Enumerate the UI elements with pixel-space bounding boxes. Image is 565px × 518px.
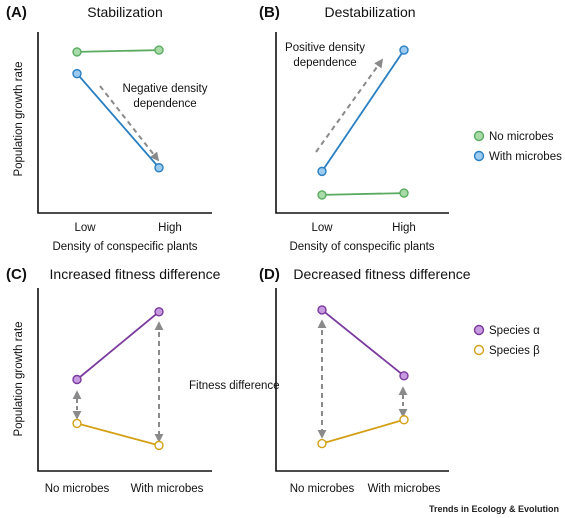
panel-a-xlabel: Density of conspecific plants [52,241,197,253]
panel-a-tick-low: Low [74,222,96,234]
panel-d: (D) Decreased fitness difference No micr… [259,266,471,495]
panel-a-series-line-no-microbes [76,49,160,53]
panel-a-ylabel: Population growth rate [13,61,25,176]
legend-species: Species α Species β [473,324,540,357]
panel-b-axes [275,32,449,214]
panel-c-marks [72,307,164,451]
panel-b-tick-low: Low [311,222,333,234]
panel-c: (C) Increased fitness difference Populat… [6,266,280,495]
panel-b: (B) Destabilization Low High Density of … [259,4,449,253]
panel-d-letter: (D) [259,266,280,283]
panel-b-xlabel: Density of conspecific plants [289,241,434,253]
journal-credit: Trends in Ecology & Evolution [429,504,559,514]
panel-b-annotation-line1: Positive density [285,42,365,54]
panel-d-series-line-species [321,309,405,377]
legend-label-no-microbes: No microbes [489,131,554,143]
panel-c-point-species-0 [72,374,82,385]
panel-a-title: Stabilization [87,4,163,20]
panel-a-point-with-microbes-0 [72,68,82,79]
legend-marker-no-microbes [473,130,485,142]
panel-d-series-line-species [321,418,405,445]
panel-d-marks [317,305,409,449]
panel-c-letter: (C) [6,266,27,283]
panel-d-tick-with-microbes: With microbes [368,483,441,495]
panel-d-point-species-1 [399,415,409,425]
panel-a-point-with-microbes-1 [154,163,164,173]
panel-c-tick-no-microbes: No microbes [45,483,110,495]
panel-d-axes [275,288,449,472]
panel-c-point-species-1 [154,440,164,451]
legend-microbes: No microbes With microbes [473,130,562,163]
panel-c-axes [37,288,212,472]
panel-b-point-no-microbes-0 [317,190,327,200]
legend-marker-species-alpha [473,324,485,336]
panel-a-dashed-arrow [99,85,160,162]
panel-b-annotation-line2: dependence [293,57,356,69]
panel-d-point-species-0 [317,438,327,449]
panel-b-dashed-arrow [315,58,384,153]
panel-c-series-line-species [76,311,160,381]
panel-a-tick-high: High [158,222,182,234]
panel-c-series-line-species [76,422,160,447]
panel-c-annotation: Fitness difference [189,380,280,392]
panel-b-point-with-microbes-0 [317,166,327,177]
panel-b-series-line-with-microbes [321,49,405,172]
panel-d-tick-no-microbes: No microbes [290,483,355,495]
panel-c-tick-with-microbes: With microbes [131,483,204,495]
panel-c-point-species-1 [154,307,164,317]
panel-a-marks [72,45,164,173]
panel-c-point-species-0 [72,418,82,429]
panel-b-marks [317,45,409,200]
panel-d-title: Decreased fitness difference [293,266,470,282]
panel-a-point-no-microbes-0 [72,47,82,57]
panel-a-annotation-line1: Negative density [122,83,207,95]
legend-label-with-microbes: With microbes [489,151,562,163]
panel-a-annotation-line2: dependence [133,98,196,110]
legend-marker-with-microbes [473,150,485,162]
panel-b-letter: (B) [259,4,280,21]
panel-d-point-species-0 [317,305,327,315]
panel-a-axes [37,32,212,214]
panel-d-point-species-1 [399,371,409,381]
panel-b-title: Destabilization [324,4,415,20]
panel-b-series-line-no-microbes [321,192,405,196]
panel-a-series-line-with-microbes [76,73,160,169]
panel-c-title: Increased fitness difference [50,266,221,282]
panel-b-point-no-microbes-1 [399,188,409,198]
panel-a: (A) Stabilization Population growth rate… [6,4,212,253]
panel-b-point-with-microbes-1 [399,45,409,55]
panel-a-point-no-microbes-1 [154,45,164,55]
legend-label-species-beta: Species β [489,345,540,357]
panel-b-tick-high: High [392,222,416,234]
legend-marker-species-beta [473,344,485,356]
panel-c-ylabel: Population growth rate [13,321,25,436]
legend-label-species-alpha: Species α [489,325,540,337]
panel-a-letter: (A) [6,4,27,21]
